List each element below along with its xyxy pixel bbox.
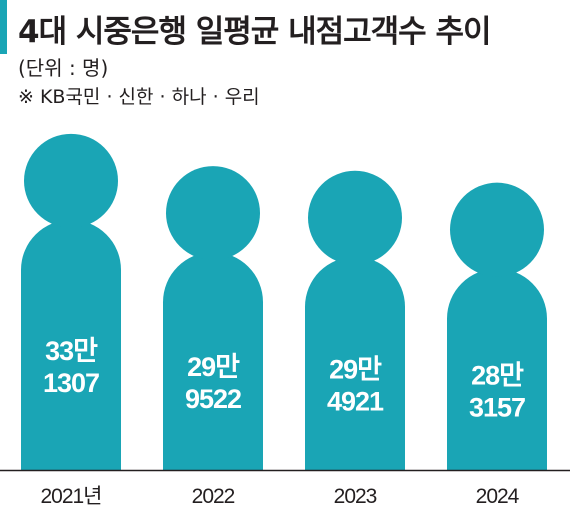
- value-label: 1307: [43, 368, 99, 398]
- bar-body: [21, 219, 121, 470]
- x-tick-label: 2024: [476, 485, 520, 508]
- x-tick-label: 2023: [334, 485, 377, 508]
- bar-head: [450, 182, 544, 277]
- title-accent-bar: [0, 0, 7, 54]
- bar-body: [446, 268, 547, 470]
- source-note: ※ KB국민 · 신한 · 하나 · 우리: [18, 86, 260, 108]
- bar-head: [308, 170, 402, 265]
- unit-label: (단위 : 명): [18, 56, 109, 80]
- value-label: 3157: [469, 392, 525, 422]
- chart-title: 4대 시중은행 일평균 내점고객수 추이: [18, 14, 492, 50]
- value-label: 29만: [329, 354, 382, 384]
- bar-head: [166, 166, 260, 261]
- x-axis-labels: 2021년 2022 2023 2024: [40, 485, 520, 508]
- x-tick-label: 2022: [192, 485, 235, 508]
- bar-head: [24, 133, 118, 228]
- value-label: 9522: [185, 384, 241, 414]
- x-tick-label: 2021년: [40, 485, 101, 508]
- value-label: 4921: [327, 386, 384, 416]
- value-label: 33만: [45, 336, 98, 366]
- bar-body: [163, 252, 263, 470]
- value-label: 29만: [187, 352, 240, 382]
- bar-body: [305, 256, 405, 470]
- value-label: 28만: [471, 360, 524, 390]
